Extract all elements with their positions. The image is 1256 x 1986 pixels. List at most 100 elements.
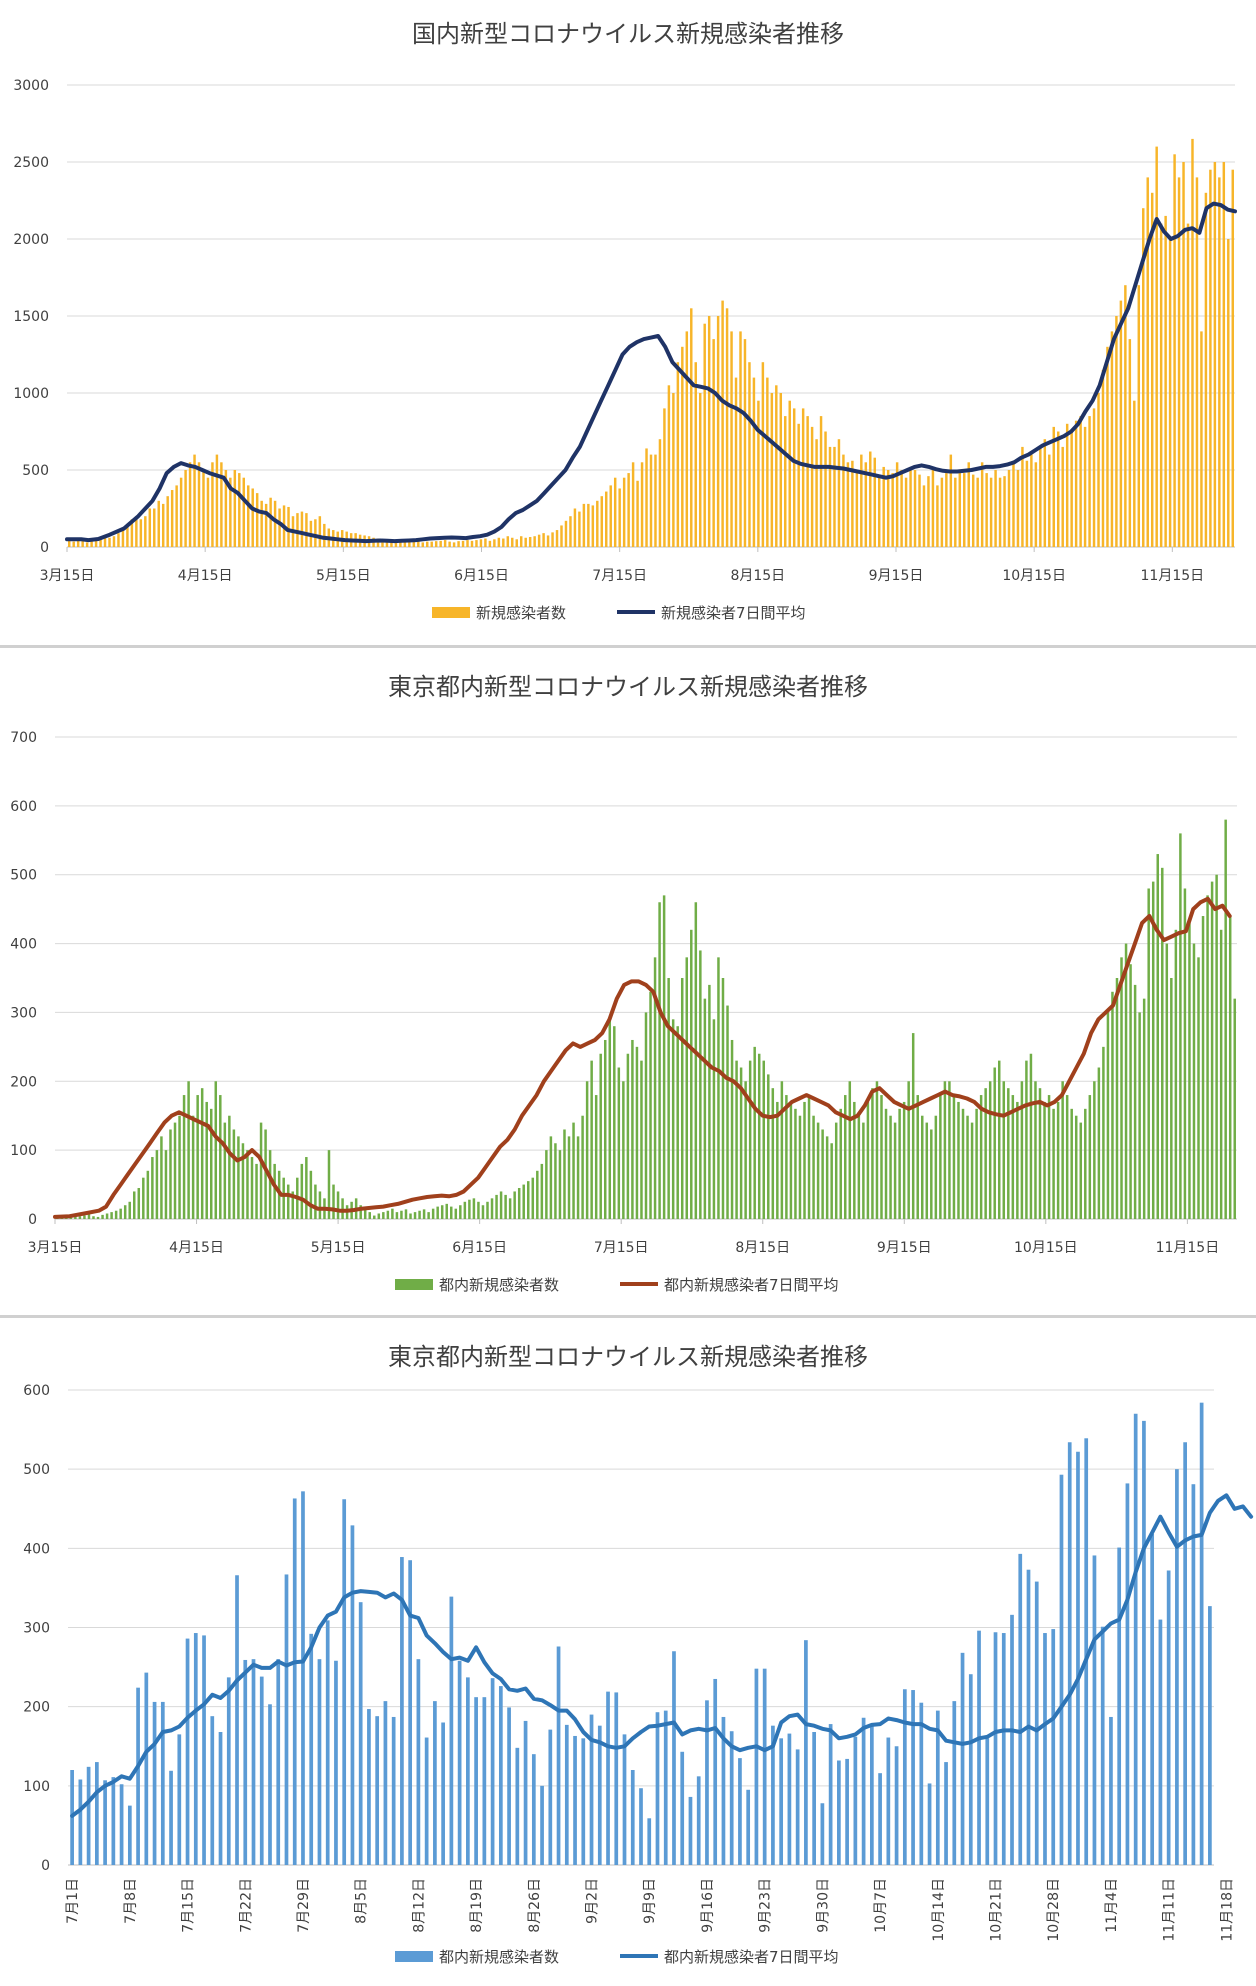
bar [930,1129,933,1219]
x-tick-label: 11月15日 [1141,568,1205,584]
bar [223,1122,227,1219]
bar [1016,470,1020,547]
bar [591,505,595,547]
bar [101,1214,104,1219]
bar [844,1095,847,1219]
panel-divider [0,645,1256,648]
y-tick-label: 500 [23,1462,50,1478]
bar [837,1760,841,1865]
bar [1191,138,1194,547]
bar [936,485,939,547]
bar [739,331,742,547]
bar [178,1115,181,1219]
bar [358,1602,363,1865]
bar [219,1095,222,1219]
bar [255,493,259,547]
bar [112,536,116,547]
bar [900,470,903,547]
bar [403,541,407,547]
bar [940,477,944,547]
bar [142,1177,145,1219]
bar [911,1690,915,1865]
bar [1213,162,1217,547]
bar [441,1722,445,1865]
bar [264,503,268,547]
bar [314,1184,317,1219]
bar [913,470,917,547]
bar [119,1208,122,1219]
bar [1102,1046,1105,1219]
bar [555,530,559,547]
bar [860,454,863,547]
x-tick-label: 7月8日 [123,1878,139,1924]
bar [816,1122,820,1219]
bar [1204,192,1208,548]
bar [1173,154,1176,548]
bar [511,537,514,547]
bar [578,511,581,547]
series-line [70,1493,1254,1818]
bar [228,1115,231,1219]
bar [617,1067,621,1219]
bar [1158,1619,1163,1865]
bar [431,1208,435,1219]
y-tick-label: 0 [40,540,49,556]
bar [527,1181,530,1219]
bar [952,1095,956,1219]
bar [1124,285,1127,547]
bar [490,1678,495,1865]
bar [1201,916,1205,1219]
bar [390,540,393,547]
bar [893,1122,897,1219]
bar [882,466,885,547]
bar [1106,1012,1110,1219]
bar [640,1060,643,1219]
bar [522,1184,525,1219]
bar [449,1596,454,1865]
bar [708,984,711,1219]
bar [801,408,805,547]
bar [806,416,809,547]
bar [1003,476,1006,547]
bar [551,532,554,547]
bar [976,477,979,547]
bar [1021,446,1024,547]
bar [452,542,456,547]
bar [1111,991,1114,1219]
bar [90,540,93,547]
x-tick-label: 11月18日 [1219,1878,1235,1942]
bar [977,1630,981,1865]
bar [680,1751,685,1865]
bar [395,1212,399,1219]
bar [696,1776,701,1865]
bar [1011,1095,1015,1219]
bar [762,1060,765,1219]
bar [1177,177,1181,547]
bar [76,540,80,547]
bar [137,1188,141,1219]
bar [998,477,1002,547]
bar [1010,1614,1014,1865]
bar [748,362,751,547]
bar [1025,460,1029,547]
bar [404,1209,408,1219]
bar [649,454,653,547]
x-tick-label: 9月15日 [877,1240,932,1256]
bar [753,1046,756,1219]
bar [1059,1474,1064,1865]
bar [997,1060,1001,1219]
bar [1161,867,1164,1219]
bar [1138,1012,1141,1219]
bar [853,1736,858,1865]
x-tick-label: 8月15日 [730,568,785,584]
bar [788,400,791,547]
y-tick-label: 200 [10,1074,37,1090]
bar [819,416,823,547]
bar [919,1702,924,1865]
bar [635,1046,639,1219]
bar [202,470,205,547]
bar [904,477,908,547]
bar [468,1199,471,1219]
bar [144,516,147,547]
legend-label-line: 新規感染者7日間平均 [661,604,806,622]
